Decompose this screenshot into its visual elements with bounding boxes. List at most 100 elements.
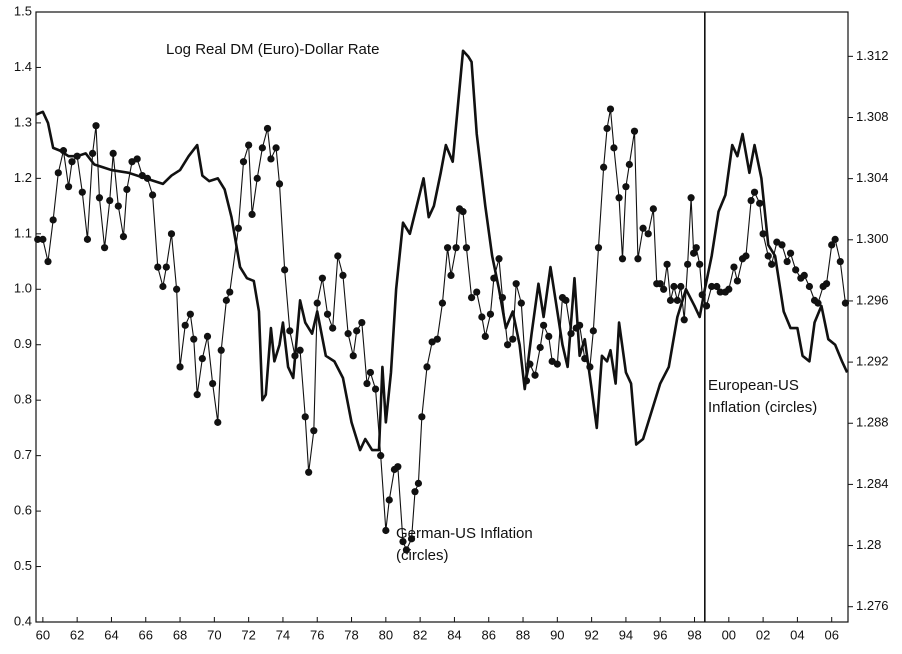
x-tick-label: 86 bbox=[481, 627, 495, 642]
y2-tick-label: 1.288 bbox=[856, 415, 889, 430]
y-tick-label: 1.1 bbox=[14, 225, 32, 240]
data-point bbox=[567, 330, 575, 338]
data-point bbox=[414, 479, 423, 487]
data-point bbox=[443, 244, 452, 252]
y-tick-label: 1.0 bbox=[14, 281, 32, 296]
data-point bbox=[792, 266, 800, 274]
data-point bbox=[805, 282, 814, 291]
y-tick-label: 1.4 bbox=[14, 59, 32, 74]
data-point bbox=[649, 205, 657, 213]
data-point bbox=[226, 288, 234, 296]
data-point bbox=[606, 105, 615, 113]
data-point bbox=[576, 321, 584, 329]
annotation: Inflation (circles) bbox=[708, 399, 817, 416]
data-point bbox=[73, 152, 81, 160]
data-point bbox=[733, 277, 741, 285]
x-tick-label: 78 bbox=[344, 627, 358, 642]
x-tick-label: 04 bbox=[790, 627, 804, 642]
data-point bbox=[433, 335, 441, 343]
data-point bbox=[239, 158, 248, 166]
data-point bbox=[822, 280, 831, 288]
data-point bbox=[159, 282, 167, 291]
data-point bbox=[263, 124, 272, 133]
annotation: (circles) bbox=[396, 547, 449, 564]
data-point bbox=[841, 299, 850, 307]
data-point bbox=[594, 244, 603, 252]
data-point bbox=[498, 293, 507, 302]
data-point bbox=[540, 321, 548, 329]
data-point bbox=[586, 363, 594, 371]
data-point bbox=[203, 332, 212, 341]
data-point bbox=[644, 230, 652, 238]
data-point bbox=[673, 296, 681, 304]
data-point bbox=[123, 185, 131, 194]
data-point bbox=[119, 232, 128, 241]
plot-frame bbox=[35, 11, 849, 623]
y2-tick-label: 1.292 bbox=[856, 354, 889, 369]
data-point bbox=[625, 160, 633, 169]
data-point bbox=[377, 452, 385, 460]
data-point bbox=[831, 235, 839, 243]
data-point bbox=[828, 241, 836, 249]
data-point bbox=[692, 244, 700, 252]
data-point bbox=[447, 271, 455, 280]
data-point bbox=[462, 244, 471, 252]
data-point bbox=[759, 230, 767, 238]
data-point bbox=[495, 255, 503, 263]
data-point bbox=[562, 296, 570, 304]
x-tick-label: 68 bbox=[173, 627, 187, 642]
data-point bbox=[296, 346, 304, 354]
data-point bbox=[639, 224, 647, 232]
data-point bbox=[589, 327, 597, 335]
data-point bbox=[133, 155, 141, 163]
data-point bbox=[618, 255, 627, 263]
data-point bbox=[713, 282, 721, 291]
data-point bbox=[281, 266, 289, 274]
data-point bbox=[478, 313, 486, 321]
x-tick-label: 64 bbox=[104, 627, 118, 642]
data-point bbox=[176, 363, 184, 371]
data-point bbox=[162, 263, 170, 271]
data-point bbox=[313, 299, 321, 307]
x-tick-label: 80 bbox=[379, 627, 393, 642]
data-point bbox=[677, 282, 685, 291]
y2-tick-label: 1.308 bbox=[856, 109, 889, 124]
data-point bbox=[214, 418, 222, 426]
data-point bbox=[725, 285, 733, 293]
y-tick-label: 0.4 bbox=[14, 613, 32, 628]
y-tick-label: 1.5 bbox=[14, 3, 32, 18]
data-point bbox=[358, 318, 366, 327]
data-point bbox=[778, 241, 786, 249]
data-point bbox=[512, 280, 520, 288]
data-point bbox=[526, 360, 534, 368]
data-point bbox=[109, 149, 117, 158]
data-point bbox=[768, 260, 776, 268]
data-point bbox=[680, 316, 688, 324]
data-point bbox=[114, 202, 122, 210]
data-point bbox=[634, 255, 642, 263]
data-point bbox=[730, 263, 738, 271]
data-point bbox=[438, 299, 447, 307]
x-tick-label: 84 bbox=[447, 627, 461, 642]
x-tick-label: 70 bbox=[207, 627, 221, 642]
data-point bbox=[684, 260, 692, 268]
data-point bbox=[418, 413, 426, 421]
data-point bbox=[690, 249, 698, 257]
data-point bbox=[696, 260, 704, 268]
data-point bbox=[473, 288, 481, 296]
data-point bbox=[486, 310, 495, 318]
annotation: Log Real DM (Euro)-Dollar Rate bbox=[166, 41, 379, 58]
y2-tick-label: 1.304 bbox=[856, 170, 889, 185]
y-tick-label: 0.9 bbox=[14, 336, 32, 351]
data-point bbox=[666, 296, 675, 304]
x-tick-label: 00 bbox=[722, 627, 736, 642]
data-point bbox=[503, 341, 512, 349]
data-point bbox=[267, 155, 275, 163]
data-point bbox=[459, 208, 467, 216]
annotation: European-US bbox=[708, 377, 799, 394]
data-point bbox=[600, 163, 608, 171]
data-point bbox=[783, 257, 791, 266]
data-point bbox=[716, 288, 724, 296]
data-point bbox=[747, 196, 755, 205]
